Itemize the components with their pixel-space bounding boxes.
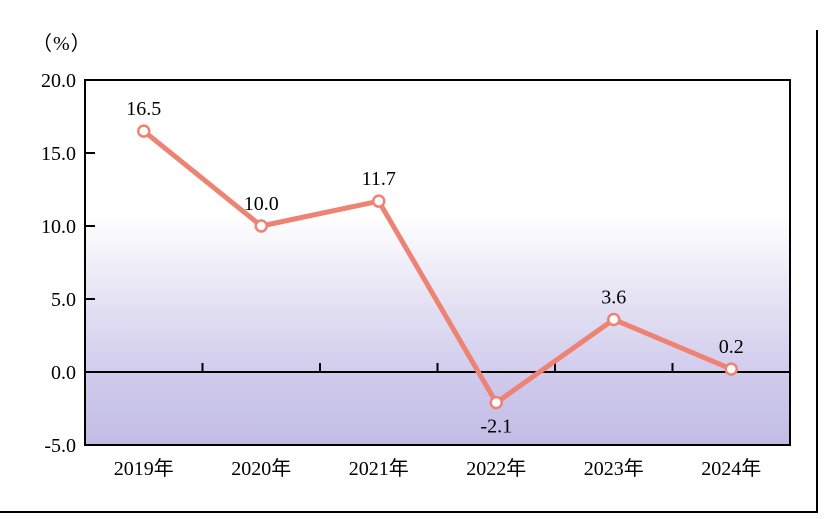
x-axis-label: 2021年 [349, 457, 409, 480]
data-point-marker [137, 124, 151, 138]
data-label: 16.5 [126, 98, 161, 120]
data-label: 3.6 [601, 286, 626, 308]
page-border-right [816, 30, 818, 513]
y-axis-tick-label: -5.0 [44, 435, 76, 457]
data-point-marker [254, 219, 268, 233]
data-point-marker [489, 395, 503, 410]
y-axis-tick-label: 10.0 [41, 216, 76, 238]
y-axis-unit-label: （%） [32, 33, 92, 55]
y-axis-tick-label: 5.0 [51, 289, 76, 311]
y-axis-tick-label: 15.0 [41, 143, 76, 165]
data-point-marker [372, 194, 386, 208]
y-axis-tick-label: 20.0 [41, 70, 76, 92]
page-border-bottom [0, 511, 818, 513]
y-axis-tick-label: 0.0 [51, 362, 76, 384]
data-label: 11.7 [362, 168, 396, 190]
x-axis-label: 2023年 [584, 457, 644, 480]
x-axis-label: 2019年 [114, 457, 174, 480]
plot-area [84, 79, 791, 446]
data-label: 10.0 [244, 193, 279, 215]
trend-line [141, 128, 734, 406]
x-axis-label: 2020年 [231, 457, 291, 480]
data-label: 0.2 [719, 336, 744, 358]
x-axis-label: 2024年 [701, 457, 761, 480]
data-point-marker [607, 312, 621, 327]
data-label: -2.1 [480, 416, 512, 438]
x-axis-label: 2022年 [466, 457, 526, 480]
data-point-marker [724, 362, 738, 376]
